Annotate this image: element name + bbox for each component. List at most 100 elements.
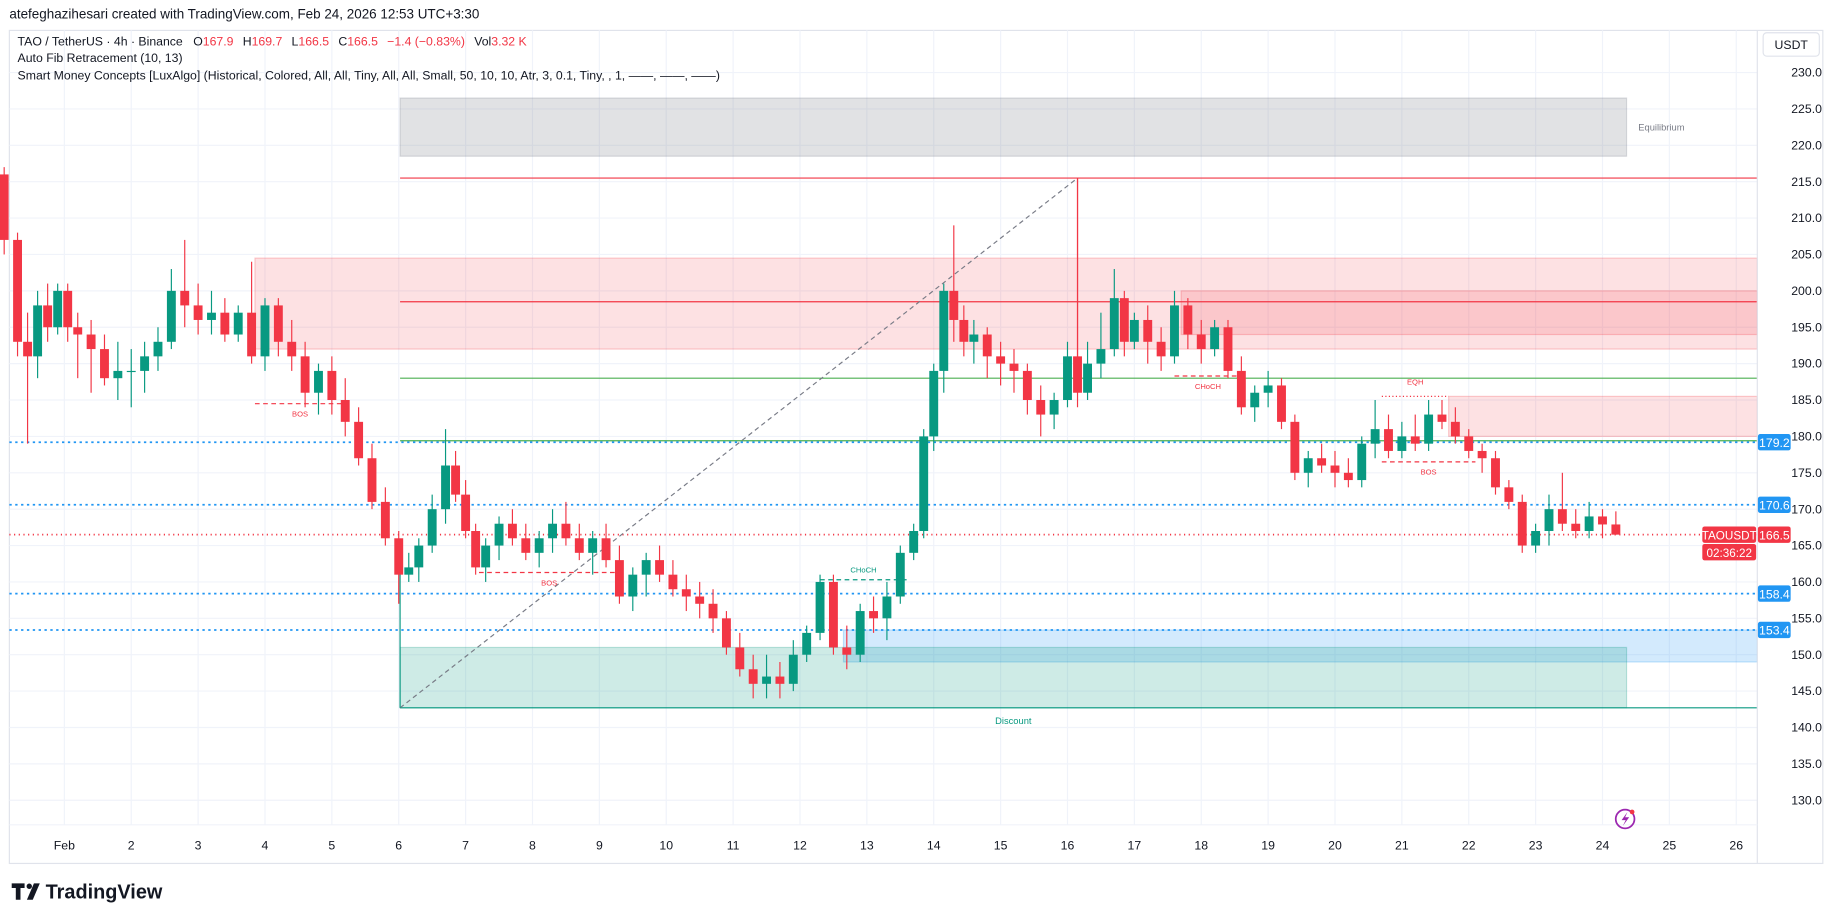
candle-up[interactable] — [628, 574, 638, 597]
time-axis[interactable]: Feb 2 3 4 5 6 7 8 9 10 11 12 13 14 15 16 17 18 19 20 21 22 23 2… — [9, 824, 1758, 853]
candle-up[interactable] — [882, 596, 892, 619]
candle-up[interactable] — [166, 290, 176, 342]
candle-up[interactable] — [1357, 443, 1367, 481]
candle-down[interactable] — [287, 341, 297, 357]
candle-down[interactable] — [1437, 414, 1447, 422]
candle-up[interactable] — [260, 305, 270, 357]
candle-down[interactable] — [1009, 363, 1019, 371]
candle-up[interactable] — [1250, 392, 1260, 408]
candle-down[interactable] — [521, 538, 531, 553]
candle-up[interactable] — [1083, 363, 1092, 393]
candle-down[interactable] — [43, 305, 53, 328]
candle-up[interactable] — [1170, 305, 1179, 357]
candle-down[interactable] — [247, 312, 257, 357]
candle-up[interactable] — [1397, 436, 1407, 451]
candle-down[interactable] — [708, 603, 718, 619]
candle-up[interactable] — [548, 523, 557, 539]
indicator-auto-fib[interactable]: Auto Fib Retracement (10, 13) — [18, 51, 183, 65]
candle-down[interactable] — [982, 334, 992, 357]
candle-up[interactable] — [1263, 385, 1273, 393]
candle-down[interactable] — [735, 647, 745, 670]
candle-up[interactable] — [153, 341, 163, 357]
candle-down[interactable] — [1073, 356, 1082, 393]
candle-up[interactable] — [494, 523, 504, 546]
candle-down[interactable] — [1196, 334, 1206, 350]
candle-up[interactable] — [481, 545, 491, 568]
candle-down[interactable] — [869, 611, 878, 619]
candle-down[interactable] — [1464, 436, 1474, 451]
candle-up[interactable] — [939, 290, 949, 371]
candle-down[interactable] — [451, 465, 461, 495]
candle-up[interactable] — [427, 509, 437, 546]
candle-up[interactable] — [126, 370, 136, 373]
candle-down[interactable] — [193, 305, 203, 320]
candle-up[interactable] — [113, 370, 123, 379]
candle-down[interactable] — [461, 494, 471, 532]
candle-down[interactable] — [561, 523, 571, 539]
candle-down[interactable] — [1491, 458, 1500, 488]
candle-down[interactable] — [1330, 465, 1340, 473]
candle-up[interactable] — [788, 654, 798, 684]
candle-up[interactable] — [404, 567, 414, 575]
candle-down[interactable] — [828, 581, 838, 648]
candle-down[interactable] — [949, 290, 959, 320]
candle-down[interactable] — [655, 560, 664, 575]
candle-down[interactable] — [380, 501, 390, 539]
candle-up[interactable] — [762, 676, 771, 684]
candle-up[interactable] — [1210, 327, 1220, 350]
candle-down[interactable] — [1022, 370, 1032, 401]
candle-up[interactable] — [33, 305, 43, 357]
candle-up[interactable] — [1303, 458, 1313, 473]
candle-down[interactable] — [1156, 341, 1166, 357]
candle-down[interactable] — [1477, 450, 1487, 459]
candle-up[interactable] — [414, 545, 424, 568]
candle-down[interactable] — [1236, 370, 1246, 408]
candle-up[interactable] — [233, 312, 243, 335]
candle-down[interactable] — [681, 589, 691, 597]
candle-down[interactable] — [0, 174, 9, 240]
candle-up[interactable] — [929, 370, 939, 437]
candle-down[interactable] — [1119, 298, 1129, 342]
candle-up[interactable] — [1109, 298, 1119, 350]
candle-down[interactable] — [394, 538, 404, 575]
candle-down[interactable] — [601, 538, 611, 561]
candle-up[interactable] — [534, 538, 544, 553]
candle-down[interactable] — [668, 574, 678, 590]
candle-down[interactable] — [574, 538, 584, 553]
candles[interactable] — [0, 167, 1621, 699]
candle-up[interactable] — [441, 465, 450, 510]
candle-down[interactable] — [775, 676, 785, 684]
candle-down[interactable] — [354, 421, 364, 459]
candle-up[interactable] — [802, 632, 812, 655]
candle-down[interactable] — [13, 239, 22, 342]
alert-lightning-icon[interactable] — [1614, 808, 1636, 830]
candle-down[interactable] — [340, 400, 350, 422]
candle-down[interactable] — [1598, 516, 1607, 525]
candle-down[interactable] — [1183, 305, 1193, 335]
candle-down[interactable] — [1450, 421, 1460, 437]
candle-down[interactable] — [1504, 487, 1514, 502]
candle-up[interactable] — [1584, 516, 1594, 532]
candle-down[interactable] — [1223, 327, 1233, 371]
candle-down[interactable] — [959, 319, 969, 342]
candle-up[interactable] — [641, 560, 651, 575]
candle-down[interactable] — [471, 531, 481, 568]
candle-down[interactable] — [1410, 436, 1420, 444]
indicator-smc[interactable]: Smart Money Concepts [LuxAlgo] (Historic… — [18, 69, 720, 83]
candle-up[interactable] — [1544, 509, 1554, 532]
candle-up[interactable] — [969, 334, 979, 342]
tradingview-logo[interactable]: TradingView — [11, 882, 163, 904]
candle-down[interactable] — [100, 349, 109, 379]
candle-up[interactable] — [895, 552, 905, 597]
currency-button[interactable]: USDT — [1762, 32, 1820, 57]
candle-down[interactable] — [1317, 458, 1327, 466]
candle-up[interactable] — [1063, 356, 1072, 401]
candle-down[interactable] — [1611, 524, 1621, 535]
candle-down[interactable] — [996, 356, 1006, 364]
candle-down[interactable] — [367, 458, 377, 502]
candle-down[interactable] — [1277, 385, 1286, 422]
candle-down[interactable] — [1343, 472, 1353, 481]
candle-up[interactable] — [815, 581, 825, 633]
candle-down[interactable] — [1557, 509, 1567, 524]
